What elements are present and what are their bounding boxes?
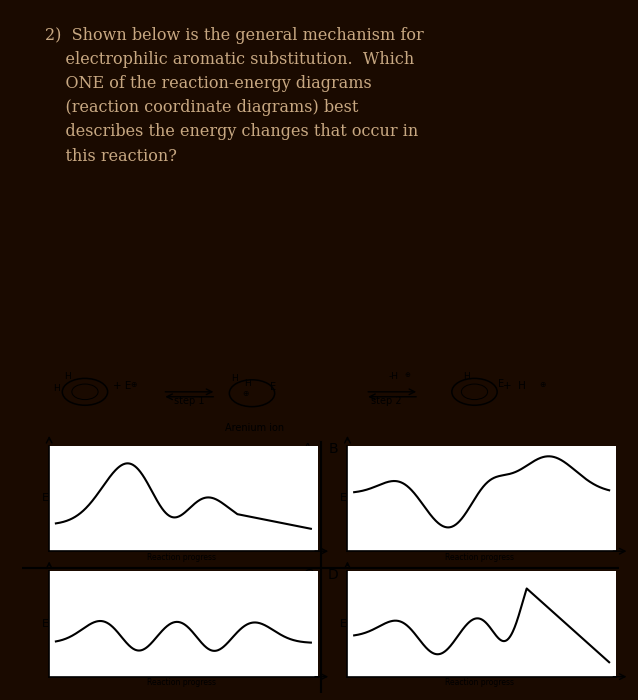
Text: H: H [54, 384, 61, 393]
Text: H: H [231, 374, 237, 382]
Text: D: D [328, 568, 339, 582]
Text: ⊕: ⊕ [539, 380, 545, 389]
Text: Arenium ion: Arenium ion [225, 424, 285, 433]
Y-axis label: E: E [41, 494, 48, 503]
Y-axis label: E: E [340, 619, 347, 629]
X-axis label: Reaction progress  : Reaction progress [445, 552, 519, 561]
Text: E: E [270, 382, 276, 392]
Text: ⊕: ⊕ [242, 389, 249, 398]
Text: +  H: + H [503, 382, 526, 391]
Text: 2)  Shown below is the general mechanism for
    electrophilic aromatic substitu: 2) Shown below is the general mechanism … [45, 27, 424, 164]
Text: ⊕: ⊕ [130, 380, 137, 389]
Text: step 2: step 2 [371, 396, 401, 406]
Text: -H: -H [389, 372, 399, 381]
Y-axis label: E: E [340, 494, 347, 503]
Text: C: C [303, 568, 313, 582]
Text: H: H [463, 372, 470, 381]
X-axis label: Reaction progress  : Reaction progress [445, 678, 519, 687]
Text: + E: + E [113, 382, 131, 391]
Text: H: H [244, 379, 251, 389]
Text: B: B [329, 442, 338, 456]
X-axis label: Reaction progress  : Reaction progress [147, 552, 220, 561]
Text: ⊕: ⊕ [404, 372, 410, 378]
Text: step 1: step 1 [174, 396, 205, 406]
Y-axis label: E: E [41, 619, 48, 629]
Text: A: A [303, 442, 313, 456]
Text: H: H [64, 372, 70, 381]
Text: E: E [498, 379, 504, 389]
X-axis label: Reaction progress  : Reaction progress [147, 678, 220, 687]
